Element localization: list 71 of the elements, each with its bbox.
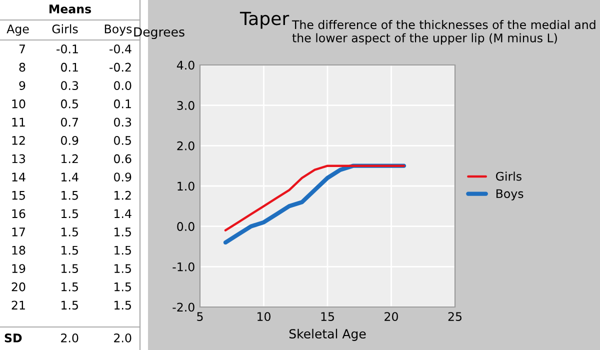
y-tick-label: 1.0 bbox=[178, 182, 194, 191]
text: 1.5 bbox=[62, 246, 78, 255]
y-tick-label: -2.0 bbox=[172, 302, 194, 312]
y-tick-label: 0.0 bbox=[177, 222, 194, 231]
text: 1.5 bbox=[114, 228, 131, 236]
text: SD bbox=[4, 333, 22, 342]
text: 16 bbox=[12, 209, 26, 218]
text: 0.6 bbox=[114, 154, 132, 164]
text: 0.1 bbox=[61, 62, 78, 72]
text: 1.4 bbox=[62, 172, 78, 182]
y-tick-label: -1.0 bbox=[172, 262, 194, 272]
text: 15 bbox=[12, 191, 25, 200]
text: 21 bbox=[12, 300, 25, 310]
x-tick-label: 25 bbox=[448, 312, 462, 321]
text: -0.2 bbox=[110, 62, 131, 72]
text: 0.5 bbox=[61, 99, 78, 108]
text: 18 bbox=[12, 246, 26, 255]
text: 1.2 bbox=[114, 190, 131, 200]
text: 0.9 bbox=[114, 172, 132, 182]
text: 1.2 bbox=[62, 154, 78, 164]
chart-title: Taper bbox=[240, 12, 290, 29]
y-tick-label: 3.0 bbox=[177, 101, 194, 110]
text: 0.9 bbox=[61, 136, 78, 145]
y-axis-title: Degrees bbox=[134, 27, 184, 40]
x-axis-title: Skeletal Age bbox=[289, 328, 366, 341]
text: 0.1 bbox=[114, 99, 131, 108]
text: Girls bbox=[52, 24, 78, 34]
text: 9 bbox=[19, 81, 26, 90]
text: 1.5 bbox=[62, 282, 78, 292]
text: 7 bbox=[19, 44, 25, 54]
text: 1.5 bbox=[62, 264, 78, 274]
text: 1.4 bbox=[114, 209, 132, 218]
text: 1.5 bbox=[62, 209, 78, 218]
text: 14 bbox=[12, 172, 26, 182]
text: 8 bbox=[19, 62, 26, 72]
x-tick-label: 20 bbox=[384, 312, 398, 321]
text: 1.5 bbox=[62, 300, 78, 310]
text: 2.0 bbox=[114, 333, 132, 342]
text: 11 bbox=[12, 118, 25, 126]
text: 0.0 bbox=[114, 81, 132, 90]
text: 13 bbox=[12, 154, 26, 164]
text: -0.4 bbox=[110, 44, 132, 54]
text: 19 bbox=[12, 264, 26, 274]
line-series bbox=[224, 164, 406, 232]
text: 12 bbox=[12, 136, 25, 145]
text: Means bbox=[50, 4, 92, 14]
text: 1.5 bbox=[114, 300, 131, 310]
legend-label: Girls bbox=[496, 172, 522, 181]
text: 0.3 bbox=[114, 118, 132, 127]
chart-subtitle: The difference of the thicknesses of the medial and the lower aspect of the upper lip (M minus L) bbox=[292, 20, 596, 45]
text: Boys bbox=[104, 24, 132, 36]
text: 20 bbox=[12, 282, 26, 292]
text: 1.5 bbox=[62, 191, 78, 200]
legend-label: Boys bbox=[496, 189, 524, 200]
text: -0.1 bbox=[56, 44, 78, 54]
text: 1.5 bbox=[114, 246, 131, 255]
text: 1.5 bbox=[114, 264, 131, 274]
text: 2.0 bbox=[61, 333, 78, 342]
text: 1.5 bbox=[62, 228, 78, 236]
text: 17 bbox=[12, 228, 25, 236]
text: 0.5 bbox=[114, 136, 131, 145]
x-tick-label: 15 bbox=[321, 312, 334, 321]
y-tick-label: 2.0 bbox=[177, 141, 194, 150]
text: 0.7 bbox=[61, 118, 78, 127]
text: 10 bbox=[12, 99, 26, 108]
x-tick-label: 10 bbox=[258, 312, 270, 321]
text: 1.5 bbox=[114, 282, 131, 292]
text: 0.3 bbox=[61, 81, 78, 90]
x-tick-label: 5 bbox=[197, 312, 203, 321]
text: Age bbox=[6, 24, 29, 36]
y-tick-label: 4.0 bbox=[176, 60, 194, 70]
